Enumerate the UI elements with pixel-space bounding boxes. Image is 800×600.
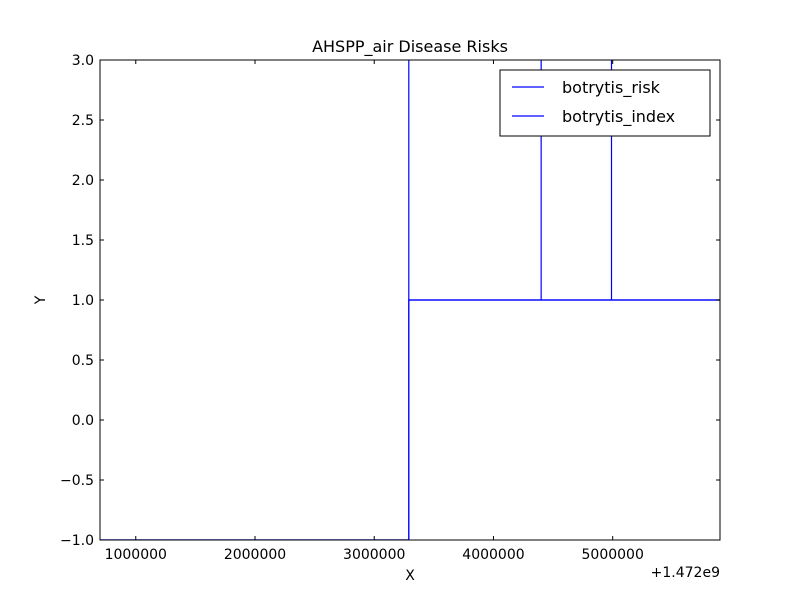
legend: botrytis_risk botrytis_index — [499, 69, 711, 137]
y-tick-label: 1.0 — [72, 293, 94, 309]
x-axis-label: X — [405, 568, 415, 584]
chart-title: AHSPP_air Disease Risks — [312, 37, 508, 57]
y-tick-label: −1.0 — [60, 533, 94, 549]
series-line-botrytis-risk — [100, 299, 720, 540]
y-tick-label: 0.0 — [72, 413, 94, 429]
x-tick-label: 5000000 — [582, 547, 644, 563]
x-offset-label: +1.472e9 — [651, 565, 720, 581]
y-tick-label: 1.5 — [72, 233, 94, 249]
y-tick-label: 0.5 — [72, 353, 94, 369]
legend-label: botrytis_index — [562, 107, 675, 127]
legend-label: botrytis_risk — [562, 78, 661, 98]
y-tick-label: 2.5 — [72, 113, 94, 129]
ticks-layer: 1000000 2000000 3000000 4000000 5000000 −1.0 −… — [60, 53, 720, 563]
x-tick-label: 3000000 — [343, 547, 405, 563]
x-tick-label: 2000000 — [224, 547, 286, 563]
legend-box — [499, 69, 711, 137]
x-tick-label: 1000000 — [105, 547, 167, 563]
x-tick-label: 4000000 — [462, 547, 524, 563]
y-tick-label: 2.0 — [72, 173, 94, 189]
y-tick-label: 3.0 — [72, 53, 94, 69]
y-axis-label: Y — [33, 295, 49, 305]
y-tick-label: −0.5 — [60, 473, 94, 489]
